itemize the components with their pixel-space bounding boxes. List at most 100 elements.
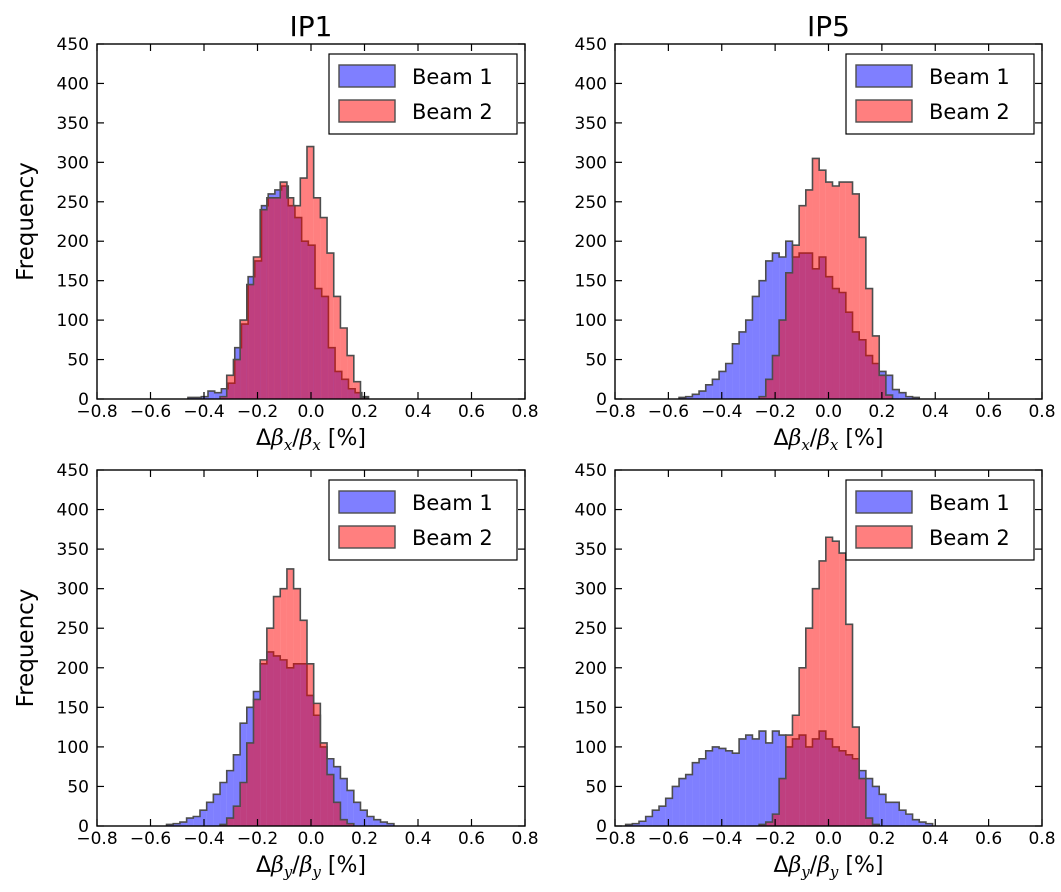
y-tick-label: 100 [575, 738, 607, 758]
histogram-bar [732, 343, 740, 399]
x-tick-label: 0.0 [297, 402, 324, 422]
histogram-bar [799, 205, 806, 399]
y-tick-label: 100 [57, 311, 89, 331]
histogram-bar [685, 774, 693, 826]
x-tick-label: −0.8 [76, 402, 117, 422]
x-tick-label: 0.8 [511, 829, 538, 849]
histogram-bar [340, 328, 348, 399]
x-tick-label: −0.8 [594, 402, 635, 422]
y-tick-label: 200 [57, 232, 89, 252]
histogram-bar [201, 396, 209, 399]
histogram-bar [919, 822, 926, 826]
histogram-bar [206, 802, 214, 826]
histogram-bar [899, 810, 906, 826]
histogram-bar [632, 823, 640, 826]
histogram-bar [792, 245, 800, 399]
y-tick-label: 50 [67, 777, 89, 797]
y-tick-label: 350 [575, 540, 607, 560]
legend-label: Beam 1 [412, 491, 493, 515]
x-tick-label: −0.6 [130, 829, 171, 849]
histogram-bar [333, 802, 341, 826]
x-label-subscript: x [312, 436, 321, 454]
histogram-bar [233, 754, 241, 826]
x-label-subscript: y [800, 863, 810, 881]
x-label-unit: [%] [838, 426, 883, 451]
x-tick-label: 0.6 [458, 829, 485, 849]
histogram-bar [685, 396, 693, 399]
histogram-bar [832, 541, 840, 826]
histogram-bar [705, 750, 713, 826]
histogram-bar [286, 568, 294, 826]
series-2-bars [219, 145, 368, 399]
histogram-bar [313, 197, 321, 399]
histogram-bar [765, 260, 773, 399]
histogram-bar [173, 823, 180, 826]
x-label-slash: / [810, 426, 818, 451]
histogram-bar [865, 818, 873, 826]
histogram-bar [852, 193, 860, 399]
histogram-bar [752, 738, 760, 826]
histogram-bar [765, 822, 773, 826]
y-tick-label: 350 [57, 114, 89, 134]
histogram-bar [739, 331, 746, 399]
x-label-unit: [%] [321, 426, 366, 451]
histogram-bar [825, 537, 833, 826]
histogram-bar [732, 753, 740, 826]
histogram-bar [347, 790, 354, 826]
histogram-bar [892, 389, 900, 399]
x-tick-label: −0.2 [237, 402, 278, 422]
y-tick-label: 250 [57, 619, 89, 639]
histogram-bar [692, 394, 700, 399]
histogram-bar [306, 146, 314, 399]
histogram-bar [240, 320, 247, 399]
x-tick-label: −0.8 [594, 829, 635, 849]
histogram-outline [624, 730, 934, 826]
histogram-bar [885, 375, 893, 399]
histogram-bar [879, 375, 886, 399]
legend-label: Beam 2 [412, 526, 493, 550]
y-tick-label: 300 [57, 153, 89, 173]
histogram-bar [812, 158, 820, 399]
x-tick-label: 0.8 [511, 402, 538, 422]
legend-label: Beam 2 [929, 526, 1010, 550]
legend: Beam 1 Beam 2 [845, 53, 1035, 135]
y-tick-label: 400 [575, 74, 607, 94]
y-axis-label: Frequency [13, 162, 39, 281]
panel-1: −0.8 −0.6 −0.4 −0.2 0.0 0.2 0.4 0.6 0.8 0 50 100 150… [13, 10, 539, 454]
x-tick-label: 0.2 [868, 402, 895, 422]
legend-swatch [855, 525, 913, 549]
histogram-bar [885, 395, 893, 399]
histogram-bar [819, 170, 826, 399]
histogram-bar [879, 794, 886, 826]
x-tick-label: −0.2 [754, 402, 795, 422]
x-tick-label: −0.2 [237, 829, 278, 849]
histogram-bar [825, 182, 833, 399]
histogram-bar [799, 667, 806, 826]
y-tick-label: 50 [585, 351, 607, 371]
x-tick-label: 0.6 [975, 829, 1002, 849]
histogram-bar [226, 818, 234, 826]
x-tick-label: 0.2 [868, 829, 895, 849]
histogram-bar [293, 588, 301, 826]
histogram-bar [313, 703, 321, 826]
histogram-bar [253, 257, 261, 399]
x-tick-label: 0.2 [351, 402, 378, 422]
histogram-bar [812, 588, 820, 826]
histogram-bar [772, 731, 780, 826]
histogram-bar [819, 560, 826, 826]
histogram-bar [320, 742, 328, 826]
histogram-bar [273, 596, 281, 826]
histogram-bar [306, 663, 314, 826]
y-tick-label: 300 [575, 153, 607, 173]
x-label-beta: β [816, 853, 830, 878]
histogram-bar [280, 588, 287, 826]
histogram-bar [353, 802, 361, 826]
histogram-bar [193, 816, 200, 826]
x-axis-label: Δβx/βx [%] [774, 426, 884, 454]
x-label-beta: β [788, 426, 802, 451]
histogram-bar [725, 750, 733, 826]
histogram-bar [759, 396, 766, 399]
y-tick-label: 0 [78, 817, 89, 837]
histogram-bar [672, 786, 680, 826]
